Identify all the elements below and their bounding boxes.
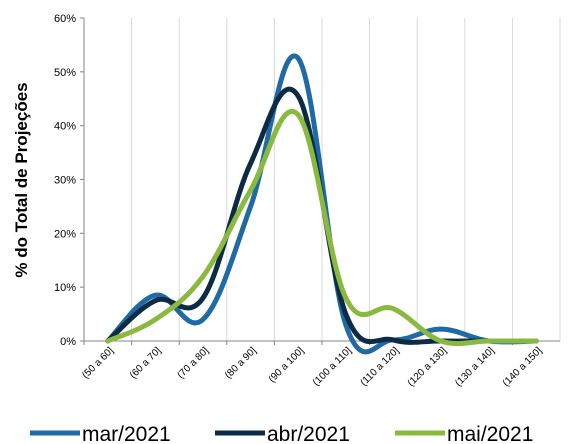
x-tick-label: (80 a 90]	[223, 345, 259, 381]
y-tick-label: 10%	[54, 282, 76, 294]
legend-label: mar/2021	[82, 423, 171, 444]
x-tick-label: (100 a 110]	[311, 345, 354, 388]
legend-label: abr/2021	[267, 423, 350, 444]
series-line-mai-2021	[105, 109, 539, 347]
y-tick-label: 20%	[54, 228, 76, 240]
x-tick-label: (130 a 140]	[453, 345, 497, 389]
y-tick-label: 30%	[54, 175, 76, 187]
x-tick-label: (60 a 70]	[128, 345, 164, 381]
x-tick-label: (90 a 100]	[267, 345, 307, 385]
y-axis-label: % do Total de Projeções	[12, 82, 31, 277]
series-lines	[105, 53, 539, 355]
y-tick-label: 50%	[54, 67, 76, 79]
y-tick-label: 40%	[54, 121, 76, 133]
y-tick-label: 0%	[60, 336, 76, 348]
x-tick-label: (70 a 80]	[175, 345, 211, 381]
series-line-mar-2021	[105, 53, 539, 355]
x-tick-label: (50 a 60]	[80, 345, 116, 381]
x-tick-label: (140 a 150]	[501, 345, 545, 389]
y-axis-ticks: 0% 10% 20% 30% 40% 50% 60%	[54, 13, 84, 348]
y-tick-label: 60%	[54, 13, 76, 25]
legend-label: mai/2021	[447, 423, 533, 444]
x-axis-ticks: (50 a 60] (60 a 70] (70 a 80] (80 a 90] (90 …	[80, 341, 544, 389]
x-tick-label: (120 a 130]	[406, 345, 450, 389]
legend: mar/2021 abr/2021 mai/2021	[30, 423, 533, 444]
